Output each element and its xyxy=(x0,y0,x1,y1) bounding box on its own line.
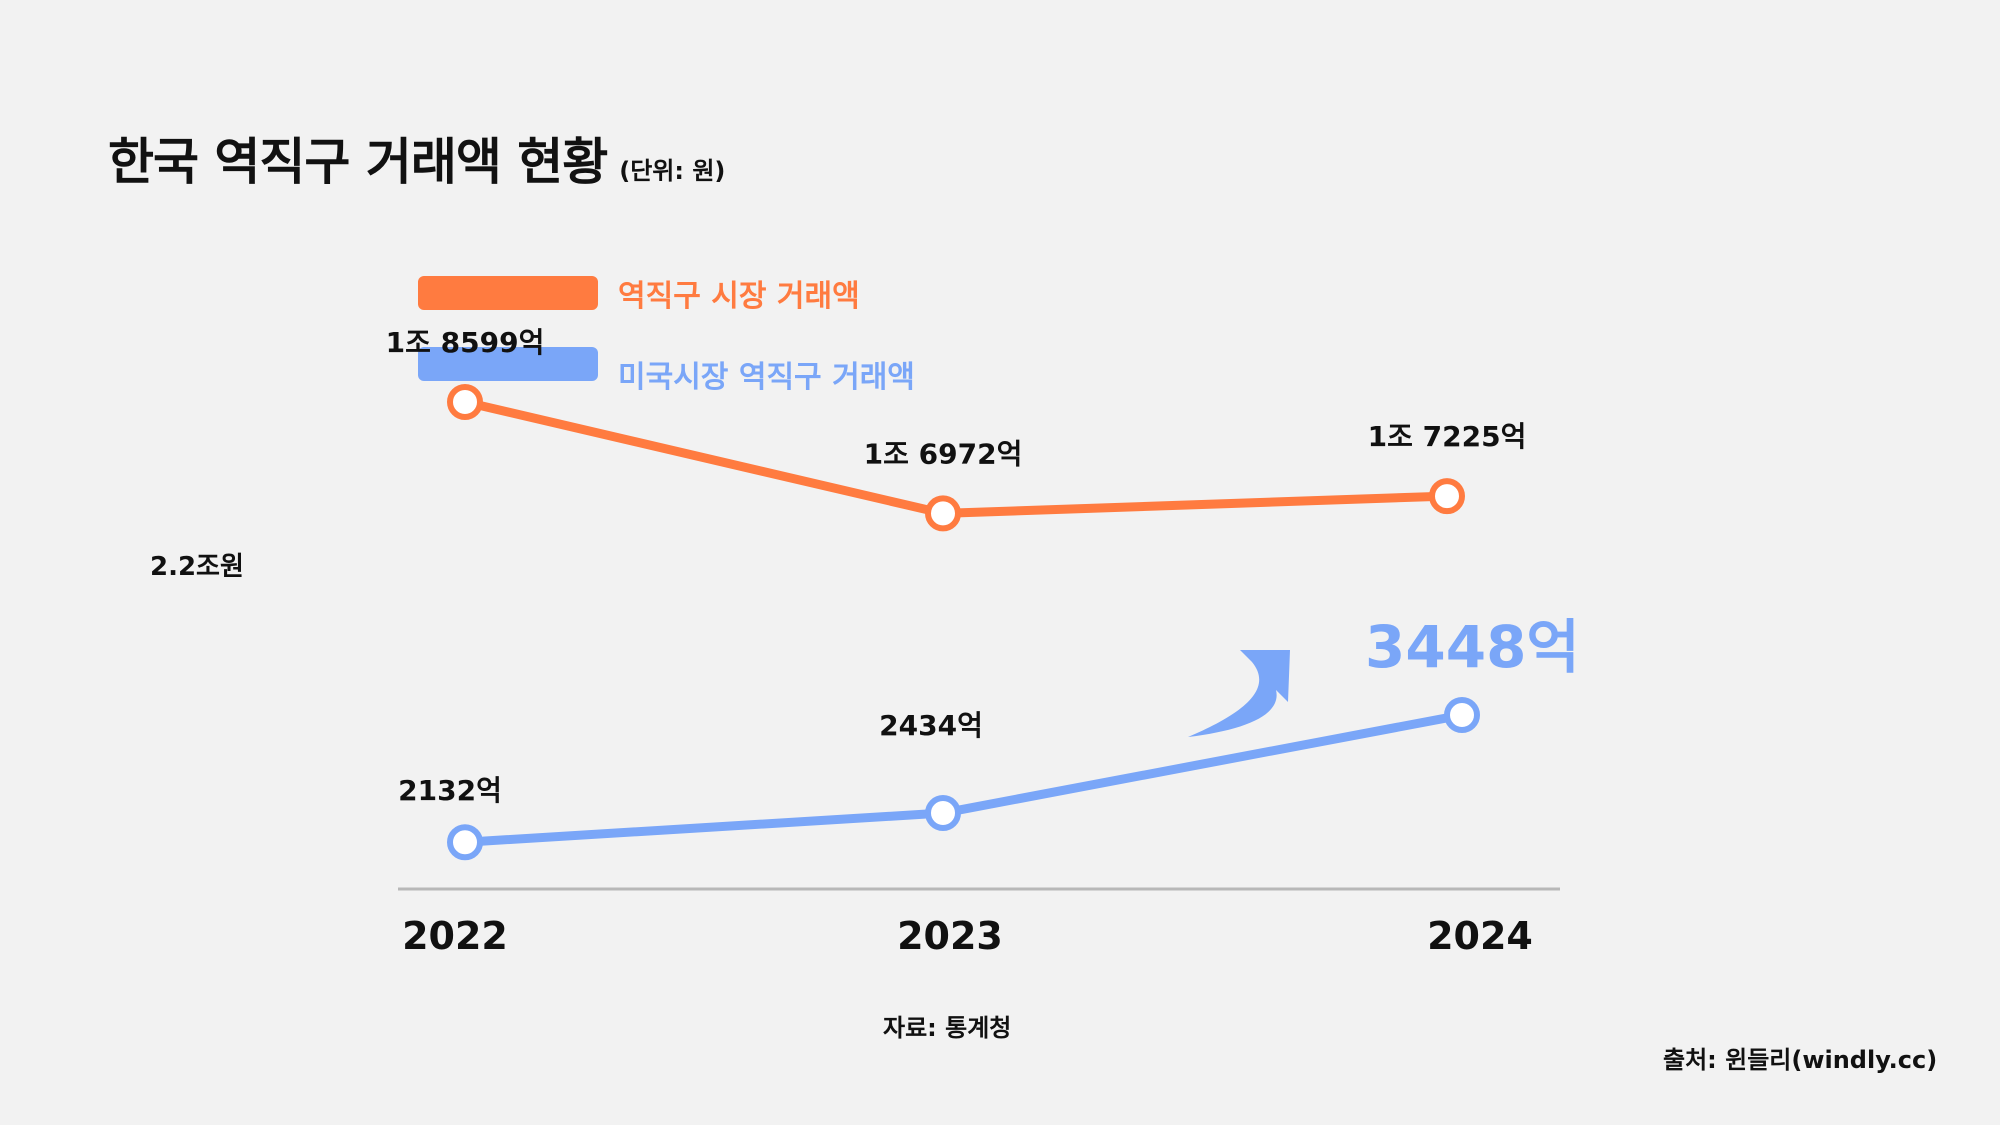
series-points xyxy=(447,383,1480,861)
series-labels: 1조 8599억 1조 6972억 1조 7225억 2132억 2434억 3448억 xyxy=(386,326,1580,807)
up-arrow-icon xyxy=(1188,650,1290,737)
x-tick-label-2023: 2023 xyxy=(897,914,1003,958)
legend-label-blue: 미국시장 역직구 거래액 xyxy=(618,360,915,395)
highlight-label: 3448억 xyxy=(1365,613,1580,681)
data-point-1-2022 xyxy=(447,824,483,861)
legend-label-orange: 역직구 시장 거래액 xyxy=(618,279,860,314)
x-tick-label-2022: 2022 xyxy=(402,914,508,958)
data-point-0-2024 xyxy=(1429,478,1465,515)
data-label-1-2023: 2434억 xyxy=(879,709,983,742)
data-label-0-2022: 1조 8599억 xyxy=(386,326,545,359)
legend-swatch-blue xyxy=(418,347,598,381)
legend-item-orange: 역직구 시장 거래액 xyxy=(418,276,860,314)
x-tick-group: 2022 2023 2024 xyxy=(402,914,1533,958)
side-label: 2.2조원 xyxy=(150,552,244,582)
data-label-0-2023: 1조 6972억 xyxy=(864,437,1023,470)
data-label-0-2024: 1조 7225억 xyxy=(1368,420,1527,453)
data-label-1-2022: 2132억 xyxy=(398,774,502,807)
legend-item-blue: 미국시장 역직구 거래액 xyxy=(418,347,915,395)
legend-swatch-orange xyxy=(418,276,598,310)
data-point-1-2023 xyxy=(925,795,961,832)
unit-note: (단위: 원) xyxy=(619,157,726,185)
credit-note: 출처: 윈들리(windly.cc) xyxy=(1663,1046,1938,1074)
source-note: 자료: 통계청 xyxy=(883,1014,1012,1042)
chart-title: 한국 역직구 거래액 현황 xyxy=(108,133,608,191)
data-point-1-2024 xyxy=(1444,697,1480,734)
x-tick-label-2024: 2024 xyxy=(1427,914,1533,958)
data-point-0-2023 xyxy=(925,495,961,532)
data-point-0-2022 xyxy=(447,383,483,420)
chart-title-block: 한국 역직구 거래액 현황 (단위: 원) xyxy=(108,122,725,194)
